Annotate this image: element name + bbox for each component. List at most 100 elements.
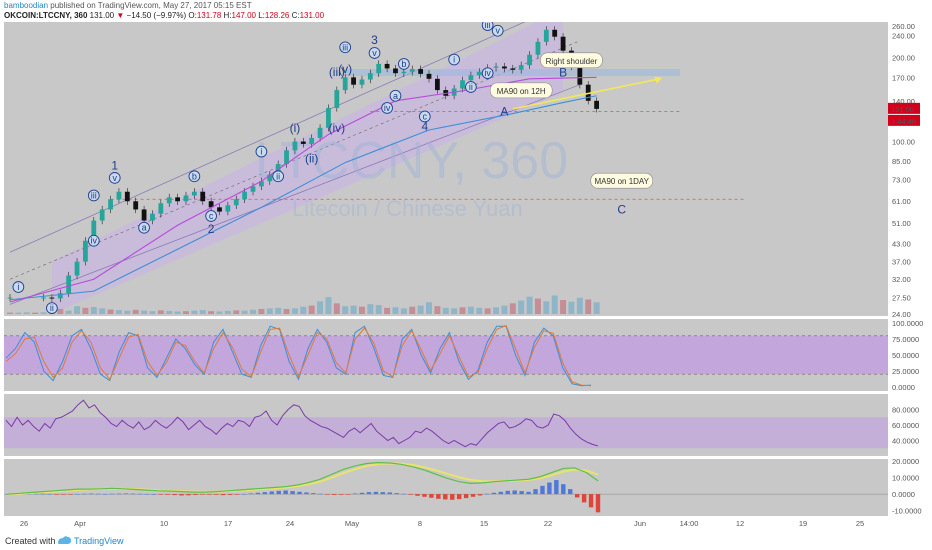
author-link[interactable]: bamboodian: [4, 1, 49, 10]
volume-bar: [434, 306, 441, 314]
volume-bar: [358, 306, 365, 314]
macd-histogram-bar: [505, 490, 510, 495]
wave-label: b: [192, 171, 197, 181]
macd-histogram-bar: [568, 489, 573, 495]
wave-label: c: [209, 211, 214, 221]
volume-bar: [15, 312, 22, 314]
wave-label: ii: [276, 171, 280, 181]
macd-histogram-bar: [380, 492, 386, 495]
last-price: 131.00: [89, 11, 115, 20]
volume-bar: [493, 307, 500, 314]
macd-histogram-bar: [116, 493, 122, 495]
macd-histogram-bar: [415, 494, 420, 496]
rsi-tick-label: 80.0000: [892, 406, 919, 415]
wave-circle: [389, 89, 402, 102]
volume-bar: [191, 310, 198, 314]
x-tick-label: 17: [224, 519, 232, 528]
wave-label: 2: [208, 222, 215, 236]
wave-label: iii: [91, 190, 97, 200]
stoch-tick-label: 75.0000: [892, 335, 919, 344]
volume-bar: [166, 310, 173, 314]
wave-label: iv: [484, 68, 491, 78]
candle-body: [393, 68, 398, 74]
macd-tick-label: 10.0000: [892, 474, 919, 483]
wave-circle: [205, 210, 217, 222]
macd-histogram-bar: [401, 493, 406, 495]
x-tick-label: 24: [286, 519, 294, 528]
footer: Created with TradingView: [0, 532, 932, 550]
macd-histogram-bar: [547, 482, 552, 495]
volume-bar: [40, 312, 47, 314]
y-tick-label: 43.00: [892, 240, 911, 249]
callout-label: MA90 on 1DAY: [594, 177, 649, 186]
wave-circle: [138, 221, 150, 234]
macd-histogram-bar: [102, 493, 108, 495]
macd-histogram-bar: [290, 491, 295, 495]
callout-box: [590, 172, 654, 189]
channel-mid-line: [9, 40, 580, 280]
volume-bar: [459, 307, 466, 314]
wave-label: (v): [338, 62, 352, 76]
candle-body: [502, 66, 507, 69]
wave-label: iii: [485, 22, 491, 30]
volume-bar: [518, 300, 525, 314]
macd-histogram-bar: [512, 490, 517, 495]
candle-body: [183, 195, 189, 202]
wave-circle: [418, 110, 431, 123]
candle-body: [158, 203, 164, 214]
volume-bar: [333, 303, 340, 314]
wave-label: A: [500, 105, 508, 119]
macd-histogram-bar: [318, 493, 323, 495]
wave-circle: [481, 22, 494, 31]
candle-body: [49, 297, 55, 299]
volume-bar: [283, 308, 290, 314]
macd-histogram-bar: [456, 494, 462, 500]
candle-body: [225, 205, 231, 212]
y-tick-label: 51.00: [892, 219, 911, 228]
wave-label: 1: [111, 158, 118, 172]
candle-body: [409, 69, 415, 72]
volume-bar: [258, 308, 265, 314]
candle-body: [300, 141, 306, 144]
volume-bar: [107, 309, 114, 314]
candle-body: [200, 191, 206, 202]
wave-label: 4: [421, 120, 428, 134]
macd-histogram-bar: [234, 494, 240, 495]
volume-bar: [560, 300, 567, 314]
wave-label: ii: [469, 82, 473, 92]
macd-histogram-bar: [463, 494, 469, 499]
macd-histogram-bar: [269, 491, 274, 495]
macd-histogram-bar: [151, 494, 156, 495]
chart-header: bamboodian published on TradingView.com,…: [0, 0, 932, 22]
volume-bar: [90, 307, 97, 314]
volume-bar: [132, 309, 139, 314]
wave-circle: [272, 170, 285, 183]
candle-body: [384, 63, 390, 69]
candle-body: [141, 209, 147, 221]
wave-label: v: [113, 173, 118, 183]
volume-bar: [342, 306, 349, 314]
candle-body: [418, 69, 424, 74]
macd-histogram-bar: [5, 493, 11, 495]
publish-line: bamboodian published on TradingView.com,…: [4, 1, 252, 11]
macd-histogram-bar: [158, 494, 163, 495]
candle-body: [150, 213, 155, 221]
volume-bar: [115, 310, 122, 314]
tradingview-brand[interactable]: TradingView: [74, 536, 124, 546]
volume-bar: [250, 309, 257, 314]
created-with-label: Created with: [5, 536, 56, 546]
macd-histogram-bar: [408, 494, 413, 495]
macd-histogram-bar: [276, 490, 281, 495]
channel-top-line: [9, 22, 526, 253]
volume-bar: [392, 307, 399, 314]
macd-histogram-bar: [304, 492, 309, 495]
candle-body: [426, 73, 432, 79]
y-tick-label: 100.00: [892, 137, 915, 146]
open-label: O:: [188, 11, 197, 20]
volume-bar: [593, 302, 600, 314]
countdown-badge-label: 1:44:46: [891, 117, 916, 126]
macd-histogram-bar: [450, 494, 455, 500]
wave-circle: [465, 81, 477, 93]
macd-histogram-bar: [429, 494, 434, 498]
